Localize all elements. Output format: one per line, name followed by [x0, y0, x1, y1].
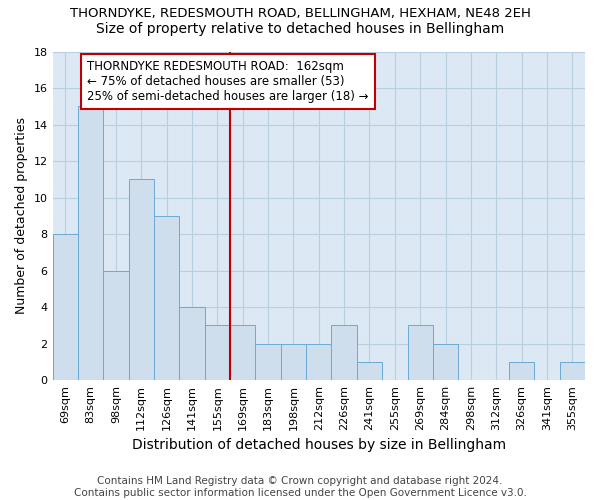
Text: Size of property relative to detached houses in Bellingham: Size of property relative to detached ho…: [96, 22, 504, 36]
Bar: [154, 216, 179, 380]
Bar: [281, 344, 306, 380]
Bar: [78, 106, 103, 380]
Bar: [509, 362, 534, 380]
Text: THORNDYKE, REDESMOUTH ROAD, BELLINGHAM, HEXHAM, NE48 2EH: THORNDYKE, REDESMOUTH ROAD, BELLINGHAM, …: [70, 8, 530, 20]
Bar: [128, 180, 154, 380]
Bar: [331, 326, 357, 380]
Bar: [433, 344, 458, 380]
Bar: [407, 326, 433, 380]
Bar: [306, 344, 331, 380]
Bar: [256, 344, 281, 380]
Text: THORNDYKE REDESMOUTH ROAD:  162sqm
← 75% of detached houses are smaller (53)
25%: THORNDYKE REDESMOUTH ROAD: 162sqm ← 75% …: [87, 60, 368, 102]
Bar: [205, 326, 230, 380]
X-axis label: Distribution of detached houses by size in Bellingham: Distribution of detached houses by size …: [132, 438, 506, 452]
Bar: [230, 326, 256, 380]
Bar: [103, 270, 128, 380]
Text: Contains HM Land Registry data © Crown copyright and database right 2024.
Contai: Contains HM Land Registry data © Crown c…: [74, 476, 526, 498]
Bar: [53, 234, 78, 380]
Bar: [179, 307, 205, 380]
Bar: [560, 362, 585, 380]
Bar: [357, 362, 382, 380]
Y-axis label: Number of detached properties: Number of detached properties: [15, 118, 28, 314]
